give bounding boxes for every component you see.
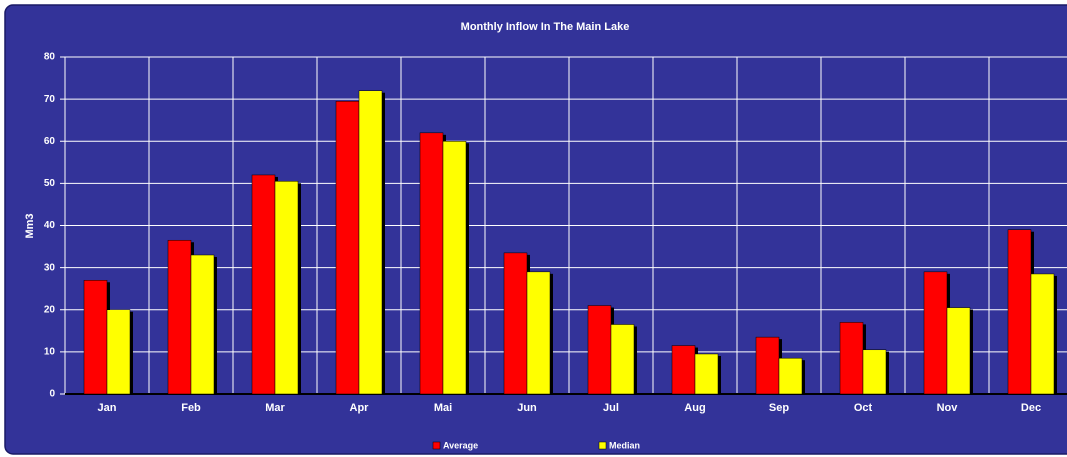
- bar: [778, 357, 803, 395]
- bar: [610, 324, 635, 395]
- y-tick-label: 30: [44, 262, 56, 273]
- x-tick-label: Jun: [517, 402, 537, 414]
- bar: [442, 141, 467, 395]
- x-tick-label: Sep: [769, 402, 789, 414]
- bar: [167, 239, 192, 395]
- x-tick-label: Dec: [1021, 402, 1041, 414]
- y-tick-label: 20: [44, 304, 56, 315]
- bar: [503, 252, 528, 395]
- bar: [419, 132, 444, 395]
- bar: [755, 336, 780, 395]
- bar: [587, 305, 612, 395]
- x-tick-label: Nov: [937, 402, 959, 414]
- bar: [526, 271, 551, 395]
- bar: [335, 100, 360, 395]
- x-tick-label: Oct: [854, 402, 873, 414]
- bar: [694, 353, 719, 395]
- chart-title: Monthly Inflow In The Main Lake: [461, 21, 630, 33]
- bar: [83, 280, 108, 395]
- x-tick-label: Mar: [265, 402, 285, 414]
- bar: [1030, 273, 1055, 395]
- x-tick-label: Mai: [434, 402, 452, 414]
- bar: [862, 349, 887, 395]
- x-tick-label: Jan: [98, 402, 117, 414]
- x-tick-label: Jul: [603, 402, 619, 414]
- legend-label: Average: [443, 440, 478, 450]
- y-tick-label: 80: [44, 52, 56, 63]
- bar: [106, 309, 131, 395]
- x-tick-label: Feb: [181, 402, 201, 414]
- y-tick-label: 50: [44, 178, 56, 189]
- y-tick-label: 70: [44, 94, 56, 105]
- x-tick-label: Aug: [684, 402, 705, 414]
- y-tick-label: 10: [44, 347, 56, 358]
- bar: [358, 90, 383, 395]
- bar: [839, 322, 864, 395]
- legend-swatch: [432, 441, 441, 450]
- bar: [1007, 229, 1032, 395]
- y-tick-label: 40: [44, 220, 56, 231]
- bar: [671, 345, 696, 395]
- legend-swatch: [598, 441, 607, 450]
- y-tick-label: 60: [44, 136, 56, 147]
- y-tick-label: 0: [49, 389, 55, 400]
- legend-label: Median: [609, 440, 640, 450]
- bar: [251, 174, 276, 395]
- bar: [946, 307, 971, 395]
- bar: [923, 271, 948, 395]
- bar: [190, 254, 215, 395]
- x-tick-label: Apr: [350, 402, 370, 414]
- y-axis-label: Mm3: [24, 213, 36, 238]
- bar: [274, 181, 299, 395]
